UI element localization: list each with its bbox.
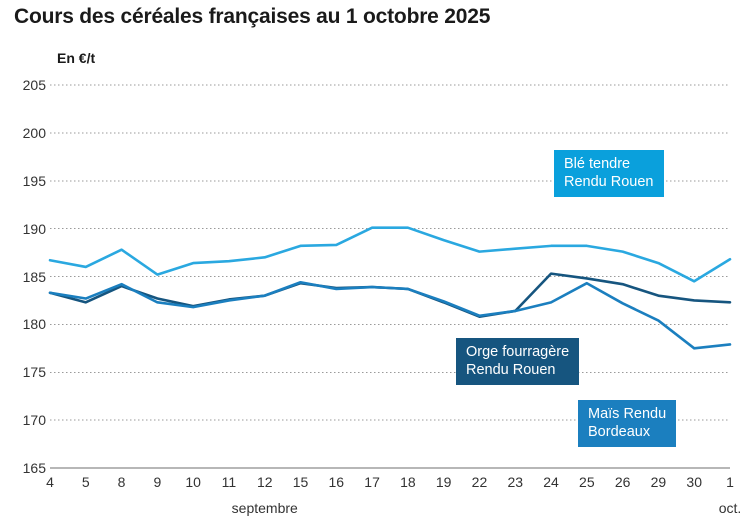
y-tick-label: 190 [22,220,46,237]
x-axis-month-label: oct. [718,500,742,516]
y-tick-label: 170 [22,412,46,429]
x-tick-label: 4 [46,474,54,490]
y-axis-unit-label: En €/t [57,50,96,66]
y-tick-label: 205 [22,77,46,93]
x-tick-label: 25 [579,474,595,490]
y-tick-label: 180 [22,316,46,333]
series-label-mais: Maïs Rendu Bordeaux [578,400,677,447]
x-tick-label: 23 [507,474,524,490]
x-tick-label: 5 [81,474,90,490]
y-tick-label: 175 [22,364,46,381]
x-tick-label: 26 [614,474,631,490]
x-tick-label: 24 [543,474,559,490]
y-tick-label: 195 [22,172,46,189]
y-axis-tick-labels: 165 170 175 180 185 190 195 200 205 [12,0,46,513]
x-tick-label: 19 [435,474,452,490]
x-tick-label: 30 [686,474,702,490]
page-title: Cours des céréales françaises au 1 octob… [14,5,491,28]
x-tick-label: 18 [400,474,416,490]
x-tick-label: 17 [364,474,380,490]
x-tick-label: 10 [185,474,201,490]
y-tick-label: 185 [22,268,46,285]
series-line [48,280,732,350]
x-tick-label: 11 [221,474,237,490]
y-tick-label: 165 [22,460,46,476]
series-line [48,226,732,283]
x-tick-label: 16 [328,474,345,490]
y-tick-label: 200 [22,124,46,141]
x-tick-label: 1 [726,474,734,490]
x-tick-label: 15 [292,474,309,490]
x-tick-label: 22 [471,474,488,490]
x-axis-month-label: septembre [231,500,298,516]
x-tick-label: 12 [256,474,273,490]
x-tick-label: 9 [153,474,162,490]
series-label-ble-tendre: Blé tendre Rendu Rouen [554,150,664,197]
x-tick-label: 8 [117,474,126,490]
series-label-orge-fourragere: Orge fourragère Rendu Rouen [456,338,580,385]
x-tick-label: 29 [650,474,667,490]
